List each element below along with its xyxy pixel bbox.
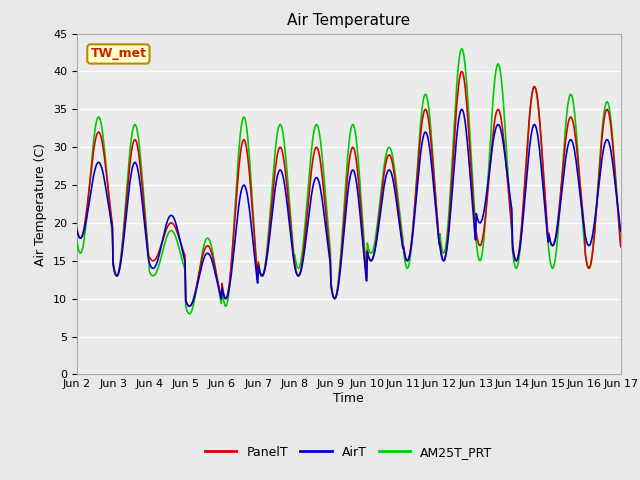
Y-axis label: Air Temperature (C): Air Temperature (C) <box>35 143 47 265</box>
Legend: PanelT, AirT, AM25T_PRT: PanelT, AirT, AM25T_PRT <box>200 441 497 464</box>
Title: Air Temperature: Air Temperature <box>287 13 410 28</box>
X-axis label: Time: Time <box>333 392 364 405</box>
Text: TW_met: TW_met <box>90 48 147 60</box>
